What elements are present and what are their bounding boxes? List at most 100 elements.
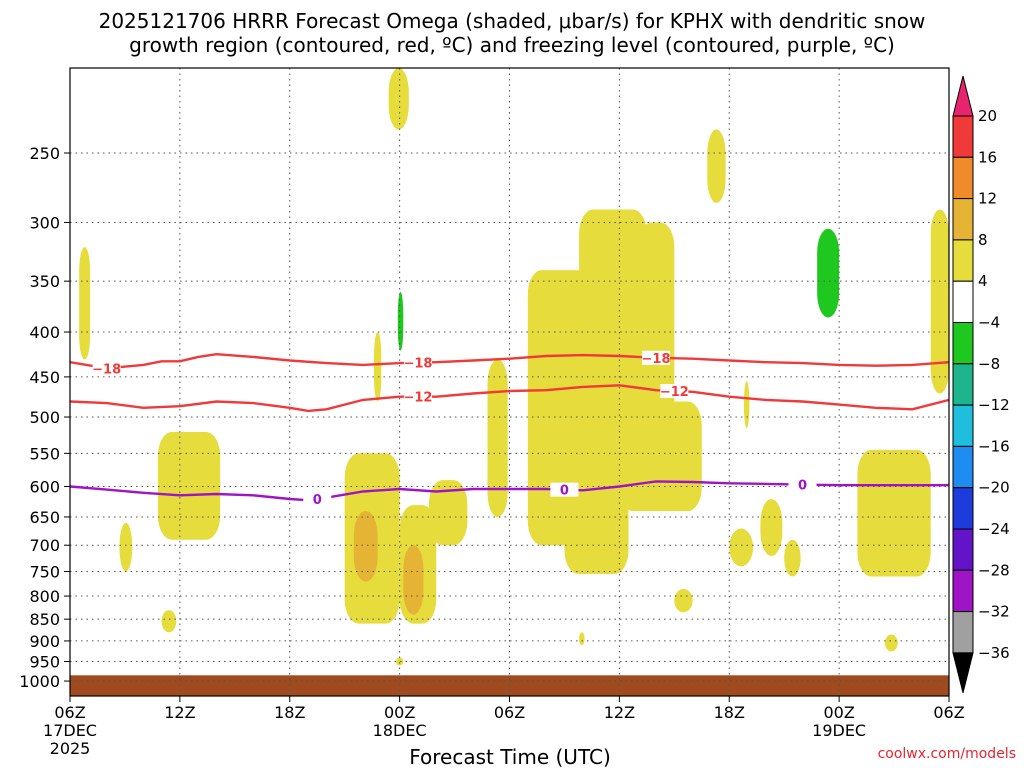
ground-fill: [70, 675, 949, 696]
omega-region-2: [119, 522, 133, 572]
x-tick-label-5: 12Z: [604, 703, 635, 722]
x-tick-year-0: 2025: [50, 739, 91, 758]
contour-label-2-2: 0: [798, 479, 807, 494]
y-tick-label-950: 950: [29, 653, 60, 672]
y-tick-label-650: 650: [29, 508, 60, 527]
contour-label-0-1: −18: [403, 357, 432, 372]
colorbar-swatch-4: [952, 239, 974, 282]
colorbar-swatch-2: [952, 156, 974, 200]
colorbar-label-10: −24: [978, 520, 1010, 538]
y-tick-label-300: 300: [29, 213, 60, 232]
contour-label-0-0: −18: [92, 362, 121, 377]
colorbar-swatch-3: [952, 198, 974, 241]
y-tick-label-400: 400: [29, 323, 60, 342]
colorbar-label-11: −28: [978, 561, 1010, 579]
site-credit: coolwx.com/models: [878, 746, 1016, 762]
x-tick-label-1: 12Z: [164, 703, 195, 722]
x-tick-label-6: 18Z: [714, 703, 745, 722]
colorbar-label-13: −36: [978, 644, 1010, 662]
colorbar-swatch-10: [952, 487, 974, 530]
omega-region-0: [79, 247, 91, 360]
colorbar-label-6: −8: [978, 355, 1000, 373]
omega-region-27: [579, 632, 585, 646]
omega-region-21: [784, 539, 801, 577]
x-tick-label-4: 06Z: [494, 703, 525, 722]
x-axis-label: Forecast Time (UTC): [409, 745, 611, 768]
contour-label-bg-0-0: [92, 361, 121, 376]
colorbar-swatch-5: [952, 280, 974, 324]
y-tick-label-600: 600: [29, 477, 60, 496]
y-tick-label-250: 250: [29, 144, 60, 163]
contour-label-1-1: −12: [660, 385, 689, 400]
omega-region-8: [428, 480, 468, 546]
chart-title-line-1: 2025121706 HRRR Forecast Omega (shaded, …: [99, 9, 926, 33]
omega-colorbar: 20 16 12 8 4 −4 −8 −12 −16 −20 −24 −28 −32 −36: [952, 75, 1010, 694]
omega-region-11: [373, 332, 382, 402]
omega-region-24: [930, 209, 949, 394]
colorbar-label-8: −16: [978, 437, 1010, 455]
y-tick-label-900: 900: [29, 632, 60, 651]
omega-region-25: [707, 129, 726, 203]
colorbar-label-7: −12: [978, 396, 1010, 414]
omega-region-29: [397, 291, 404, 351]
y-tick-label-700: 700: [29, 536, 60, 555]
colorbar-label-5: −4: [978, 314, 1000, 332]
colorbar-swatch-9: [952, 445, 974, 489]
omega-region-7: [403, 545, 424, 615]
y-tick-label-1000: 1000: [19, 672, 60, 691]
colorbar-swatch-7: [952, 363, 974, 406]
colorbar-label-9: −20: [978, 479, 1010, 497]
x-tick-label-3: 00Z: [384, 703, 415, 722]
pressure-axis: 250 300 350 400 450 500 550 600 650 700 750 800 850 9…: [19, 144, 70, 691]
colorbar-swatch-12: [952, 569, 974, 613]
chart-title-line-2: growth region (contoured, red, ºC) and f…: [129, 33, 895, 57]
y-tick-label-450: 450: [29, 368, 60, 387]
y-tick-label-800: 800: [29, 587, 60, 606]
omega-region-23: [884, 634, 898, 652]
omega-region-1: [157, 431, 221, 540]
colorbar-label-2: 12: [978, 190, 997, 208]
omega-region-9: [395, 657, 404, 666]
colorbar-label-3: 8: [978, 231, 988, 249]
omega-region-5: [353, 511, 378, 582]
contour-label-bg-2-2: [788, 477, 817, 492]
omega-region-26: [743, 381, 750, 429]
contour-line-0: [70, 352, 949, 370]
temperature-contours: −18 −18 −18 −12 −12 0 0 0: [70, 350, 949, 508]
x-tick-label-7: 00Z: [823, 703, 854, 722]
contour-label-0-2: −18: [642, 352, 671, 367]
omega-region-3: [161, 610, 177, 633]
x-tick-label-2: 18Z: [274, 703, 305, 722]
colorbar-bottom-arrow: [952, 652, 974, 694]
omega-region-18: [674, 588, 693, 613]
colorbar-label-12: −32: [978, 603, 1010, 621]
omega-region-22: [857, 449, 931, 577]
y-tick-label-500: 500: [29, 408, 60, 427]
x-tick-label-8: 06Z: [933, 703, 964, 722]
omega-region-19: [729, 528, 754, 567]
y-tick-label-550: 550: [29, 444, 60, 463]
omega-region-12: [487, 359, 508, 517]
omega-region-10: [388, 68, 409, 130]
x-tick-label-0: 06Z: [54, 703, 85, 722]
contour-label-2-1: 0: [560, 484, 569, 499]
omega-region-28: [817, 228, 840, 318]
gridlines: [70, 68, 949, 696]
x-tick-date-0: 17DEC: [43, 721, 97, 740]
terrain-below-ground: [70, 675, 949, 696]
y-tick-label-750: 750: [29, 562, 60, 581]
colorbar-swatch-6: [952, 322, 974, 365]
contour-label-bg-1-1: [660, 384, 689, 399]
colorbar-swatch-8: [952, 404, 974, 447]
x-tick-date-3: 18DEC: [373, 721, 427, 740]
colorbar-label-1: 16: [978, 148, 997, 166]
contour-label-bg-0-2: [642, 350, 670, 365]
omega-shaded-regions: [79, 68, 949, 666]
contour-line-1: [70, 384, 949, 413]
colorbar-label-4: 4: [978, 272, 988, 290]
contour-label-bg-2-0: [303, 491, 332, 506]
colorbar-swatch-1: [952, 115, 974, 158]
colorbar-swatch-13: [952, 611, 974, 654]
colorbar-swatch-11: [952, 528, 974, 571]
